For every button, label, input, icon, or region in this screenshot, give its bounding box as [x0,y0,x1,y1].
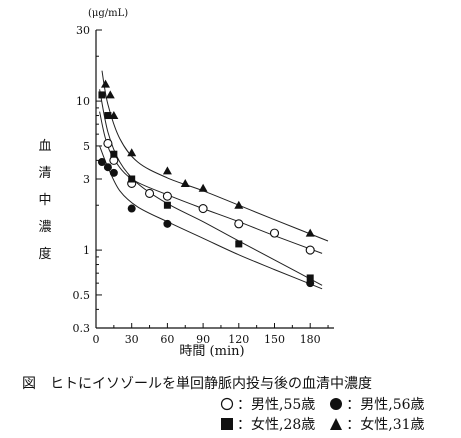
data-point-filled-triangle [105,90,115,99]
data-point-filled-square [98,91,106,99]
data-point-open-circle [198,204,208,214]
y-tick-label: 10 [76,95,90,108]
legend-label-male-55: ：男性,55歳 [237,397,316,413]
x-tick-label: 120 [228,333,249,346]
data-points [97,79,315,288]
axes: 0 30 60 90 120 150 180 0.3 0.5 1 3 5 10 30 [73,24,334,346]
legend-item-female-28: ：女性,28歳 [220,414,315,434]
data-point-open-circle [145,188,155,198]
data-point-filled-triangle [305,228,315,237]
y-axis-title-char: 濃 [38,220,51,235]
y-axis-title-char: 中 [38,193,51,208]
x-tick-label: 60 [160,333,174,346]
data-point-filled-triangle [162,166,172,175]
legend-row-1: ：男性,55歳 ：男性,56歳 [220,394,439,414]
data-point-filled-triangle [180,178,190,187]
data-point-open-circle [103,138,113,148]
legend-item-male-55: ：男性,55歳 [220,394,315,414]
data-point-open-circle [234,219,244,229]
data-point-filled-triangle [198,183,208,192]
x-tick-label: 30 [125,333,139,346]
data-point-filled-triangle [127,148,137,157]
data-point-filled-triangle [109,111,119,120]
y-tick-label: 5 [83,140,90,153]
legend-label-female-28: ：女性,28歳 [237,417,316,433]
x-tick-label: 180 [300,333,321,346]
y-tick-label: 30 [76,24,90,37]
data-point-open-circle [305,245,315,255]
data-point-filled-triangle [234,200,244,209]
y-tick-label: 3 [83,173,90,186]
legend-item-female-31: ：女性,31歳 [329,414,425,434]
filled-circle-icon [330,398,343,410]
x-axis-title: 時間 (min) [179,344,244,359]
data-point-filled-square [110,150,118,158]
x-tick-label: 150 [264,333,285,346]
data-point-filled-triangle [101,79,111,88]
data-point-open-circle [269,228,280,238]
data-point-filled-circle [103,163,112,172]
x-tick-label: 0 [93,333,100,346]
legend-row-2: ：女性,28歳 ：女性,31歳 [220,414,439,434]
y-axis-title-char: 清 [38,166,51,181]
data-point-filled-circle [163,219,172,228]
data-point-open-circle [162,191,172,201]
y-tick-label: 0.5 [73,289,91,302]
data-point-filled-square [104,112,112,120]
y-unit-label: (μg/mL) [88,8,128,19]
data-point-filled-square [306,274,314,282]
x-tick-label: 90 [196,333,210,346]
data-point-filled-circle [127,204,136,213]
data-point-filled-circle [109,168,118,177]
y-axis-title-char: 度 [38,246,51,262]
legend-item-male-56: ：男性,56歳 [329,394,425,414]
y-tick-label: 1 [83,244,90,257]
figure-caption: 図 ヒトにイソゾールを単回静脈内投与後の血清中濃度 [22,376,372,392]
open-circle-icon [220,397,234,411]
filled-triangle-icon [330,418,343,430]
data-point-filled-circle [97,158,106,167]
data-point-filled-square [163,201,171,209]
legend-label-female-31: ：女性,31歳 [346,417,425,433]
y-tick-label: 0.3 [73,322,91,335]
legend-label-male-56: ：男性,56歳 [346,397,425,413]
y-axis-title-char: 血 [38,139,51,154]
filled-square-icon [221,418,233,430]
data-point-filled-square [235,240,243,248]
data-point-filled-square [128,175,136,183]
y-axis-title: 血清中濃度 [38,139,51,262]
